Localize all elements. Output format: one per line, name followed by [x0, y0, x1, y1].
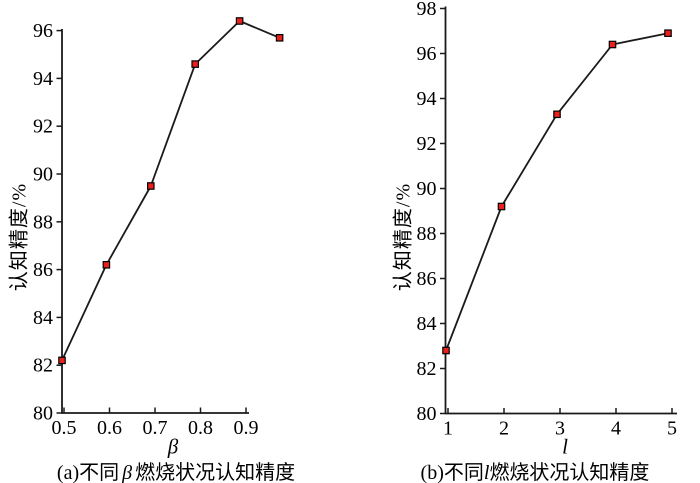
y-tick-label: 90: [33, 164, 53, 186]
y-tick-label: 92: [33, 116, 53, 138]
chart-a-caption: (a)不同 β 燃烧状况认知精度: [0, 456, 352, 483]
caption-b-prefix: (b)不同: [420, 462, 484, 483]
data-point-marker: [235, 17, 244, 25]
x-tick-label: 0.9: [234, 417, 259, 439]
caption-b-symbol: l: [483, 462, 490, 483]
data-point-marker: [147, 182, 155, 190]
data-point-marker: [664, 29, 672, 38]
x-tick-label: 0.5: [52, 417, 77, 439]
chart-a-x-axis-label: β: [167, 434, 179, 459]
y-tick-label: 94: [417, 88, 437, 110]
y-tick-label: 82: [33, 355, 53, 377]
data-point-marker: [191, 60, 200, 68]
data-point-marker: [58, 356, 66, 365]
axis-spine: [444, 6, 677, 415]
caption-a-suffix: 燃烧状况认知精度: [135, 462, 296, 483]
data-line: [61, 20, 280, 361]
y-tick-label: 96: [417, 43, 437, 65]
data-point-marker: [608, 40, 617, 49]
axis-spine: [61, 29, 249, 414]
x-tick-label: 3: [555, 418, 565, 440]
y-tick-label: 86: [417, 268, 437, 290]
data-point-marker: [102, 261, 111, 269]
caption-b-suffix: 燃烧状况认知精度: [489, 462, 650, 483]
y-tick-label: 96: [33, 20, 53, 42]
y-tick-label: 80: [33, 403, 53, 425]
y-tick-label: 84: [417, 313, 437, 335]
y-tick-label: 90: [417, 178, 437, 200]
chart-a-y-axis-label: 认知精度/%: [8, 182, 31, 292]
x-tick-label: 2: [499, 418, 509, 440]
data-point-marker: [553, 110, 561, 119]
y-tick-label: 94: [33, 68, 53, 90]
chart-b-x-axis-label: l: [562, 434, 568, 459]
caption-a-prefix: (a)不同: [56, 462, 120, 483]
data-point-marker: [442, 346, 450, 355]
y-tick-label: 82: [417, 358, 437, 380]
x-tick-label: 5: [667, 418, 677, 440]
y-tick-label: 80: [417, 403, 437, 425]
x-tick-label: 0.7: [143, 417, 168, 439]
y-tick-label: 98: [417, 0, 437, 20]
data-point-marker: [275, 33, 284, 42]
chart-b-plot: 80 82 84 86 88 90 92 94 96 98 1 2 3 4 5: [417, 0, 677, 440]
x-tick-label: 0.8: [188, 417, 213, 439]
x-tick-label: 4: [611, 418, 621, 440]
y-tick-label: 88: [417, 223, 437, 245]
y-tick-label: 84: [33, 307, 53, 329]
chart-b-caption: (b)不同l燃烧状况认知精度: [355, 456, 700, 483]
y-tick-label: 86: [33, 259, 53, 281]
data-point-marker: [497, 202, 506, 211]
x-tick-label: 0.6: [97, 417, 122, 439]
y-tick-label: 88: [33, 211, 53, 233]
data-line: [445, 32, 669, 351]
caption-a-symbol: β: [122, 462, 133, 483]
chart-b-y-axis-label: 认知精度/%: [392, 182, 415, 292]
chart-a-plot: 80 82 84 86 88 90 92 94 96 0.5 0.6 0.7 0.8 0.9: [33, 17, 284, 439]
x-tick-label: 1: [443, 418, 453, 440]
y-tick-label: 92: [417, 133, 437, 155]
